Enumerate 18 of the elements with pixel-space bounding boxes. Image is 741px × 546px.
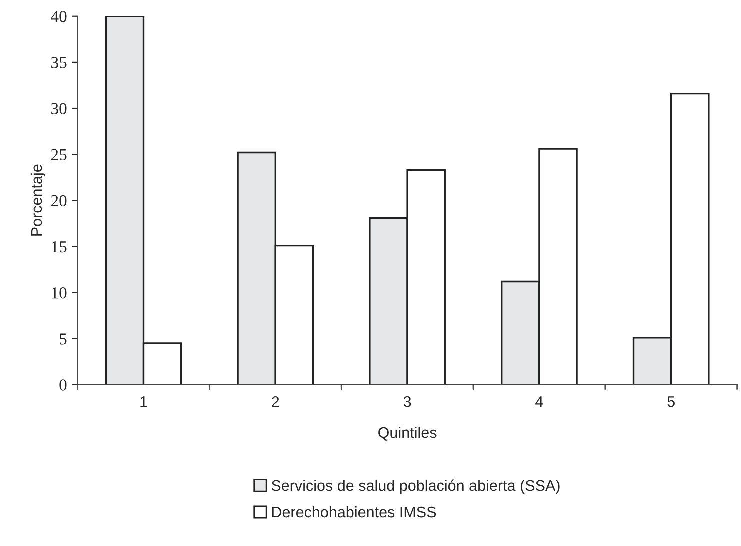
y-tick-label: 35 — [52, 57, 67, 68]
y-tick-label: 5 — [60, 334, 67, 345]
y-tick-label: 15 — [52, 242, 67, 253]
y-tick-label: 0 — [60, 380, 67, 391]
y-tick-label: 40 — [51, 11, 67, 22]
y-tick-label: 25 — [51, 149, 67, 161]
x-tick-label: 1 — [140, 396, 148, 408]
x-tick-label: 3 — [404, 396, 412, 408]
y-tick-label: 10 — [52, 287, 67, 299]
x-tick-label: 5 — [668, 396, 675, 408]
y-axis-title: Porcentaje — [30, 164, 46, 236]
x-tick-label: 2 — [272, 396, 280, 408]
y-tick-label: 20 — [51, 195, 67, 207]
legend-label: Servicios de salud población abierta (SSA) — [272, 480, 560, 494]
x-axis-title: Quintiles — [378, 426, 437, 441]
legend-label: Derechohabientes IMSS — [272, 506, 436, 518]
x-tick-label: 4 — [536, 396, 544, 408]
y-tick-label: 30 — [52, 103, 67, 114]
